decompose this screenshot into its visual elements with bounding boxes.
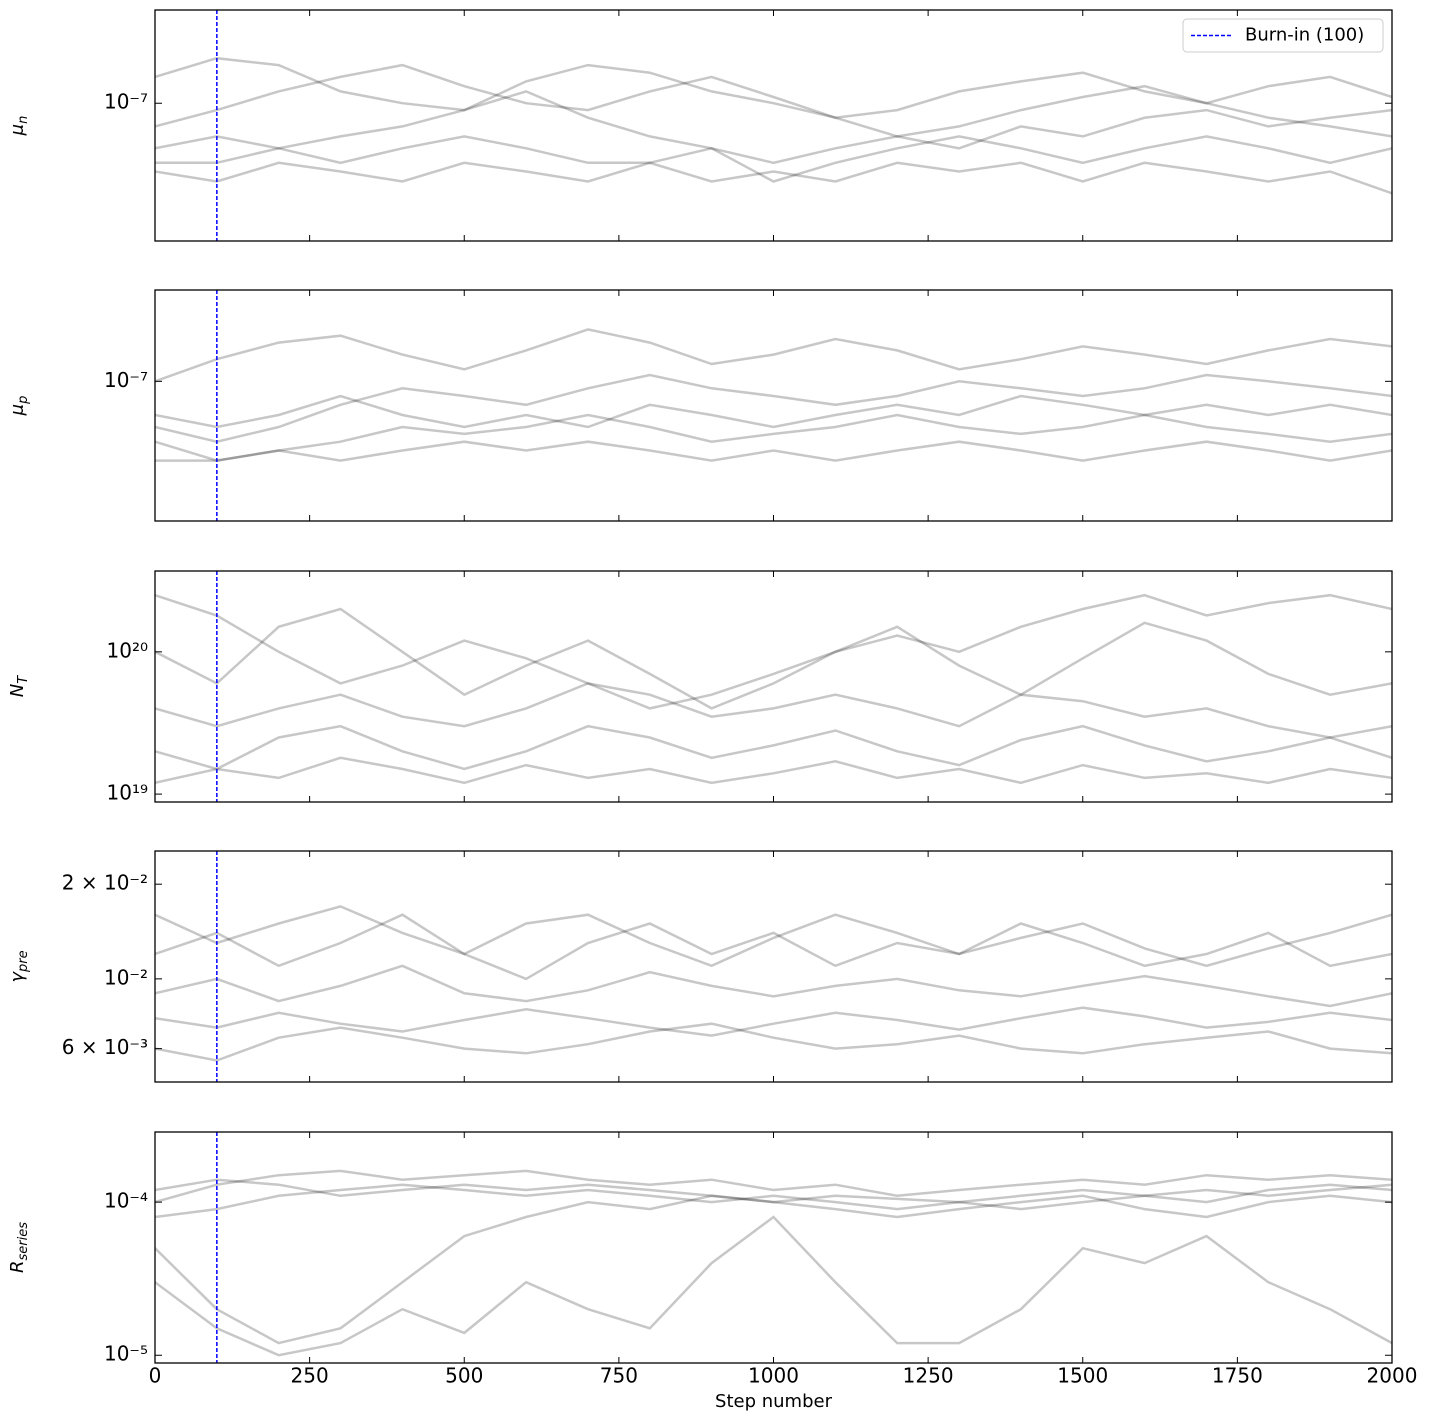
y-tick-label: 10⁻² xyxy=(104,965,148,989)
walker-trace xyxy=(155,1022,1392,1062)
x-tick-label: 1750 xyxy=(1212,1364,1263,1388)
walker-trace xyxy=(155,63,1392,128)
axes-frame xyxy=(154,570,1393,803)
x-tick-label: 2000 xyxy=(1367,1364,1418,1388)
walker-trace xyxy=(155,373,1392,443)
y-tick-label: 10²⁰ xyxy=(107,638,148,662)
walker-trace xyxy=(155,913,1392,981)
walker-trace xyxy=(155,1183,1392,1219)
x-tick-label: 500 xyxy=(445,1364,483,1388)
walker-trace xyxy=(155,905,1392,968)
walker-trace xyxy=(155,1215,1392,1357)
y-tick-label: 10⁻⁴ xyxy=(104,1189,148,1213)
walker-trace xyxy=(155,1178,1392,1211)
legend-box xyxy=(1182,18,1384,53)
y-label-subscript: pre xyxy=(16,950,31,973)
walker-trace xyxy=(155,756,1392,785)
walker-trace xyxy=(155,1006,1392,1037)
walker-trace xyxy=(155,964,1392,1008)
y-tick-label: 6 × 10⁻³ xyxy=(62,1035,148,1059)
walker-trace xyxy=(155,394,1392,429)
y-axis-label: μp xyxy=(7,396,31,417)
walker-trace xyxy=(155,1194,1392,1345)
x-tick-label: 1250 xyxy=(903,1364,954,1388)
y-tick-label: 10⁻⁷ xyxy=(104,368,148,392)
y-label-symbol: μ xyxy=(7,124,28,136)
x-tick-label: 250 xyxy=(291,1364,329,1388)
y-tick-label: 2 × 10⁻² xyxy=(62,871,148,895)
walker-trace xyxy=(155,413,1392,462)
walker-trace xyxy=(155,1169,1392,1204)
y-label-symbol: γ xyxy=(7,971,28,983)
walker-trace xyxy=(155,607,1392,710)
walker-trace xyxy=(155,724,1392,771)
y-axis-label: NT xyxy=(7,675,31,697)
walker-trace xyxy=(155,440,1392,462)
x-tick-label: 1000 xyxy=(748,1364,799,1388)
y-label-symbol: μ xyxy=(7,404,28,416)
walker-trace xyxy=(155,593,1392,710)
x-tick-label: 750 xyxy=(600,1364,638,1388)
plot-area xyxy=(155,905,1392,1062)
y-axis-label: μn xyxy=(7,116,31,137)
walker-trace xyxy=(155,161,1392,195)
x-tick-label: 0 xyxy=(149,1364,162,1388)
y-label-symbol: N xyxy=(7,684,28,697)
legend-label: Burn-in (100) xyxy=(1245,25,1364,46)
y-label-symbol: R xyxy=(7,1260,28,1273)
y-tick-label: 10⁻⁵ xyxy=(104,1342,148,1366)
plot-area xyxy=(155,593,1392,785)
x-axis-label: Step number xyxy=(715,1391,833,1412)
walker-trace xyxy=(155,328,1392,383)
plot-area xyxy=(155,1169,1392,1357)
walker-trace xyxy=(155,90,1392,165)
y-axis-label: Rseries xyxy=(7,1222,31,1273)
y-label-subscript: series xyxy=(16,1222,31,1261)
x-tick-label: 1500 xyxy=(1057,1364,1108,1388)
plot-area xyxy=(155,56,1392,195)
walker-trace xyxy=(155,56,1392,138)
y-label-subscript: n xyxy=(16,116,31,124)
plot-area xyxy=(155,328,1392,462)
walker-trace xyxy=(155,682,1392,739)
y-tick-label: 10⁻⁷ xyxy=(104,90,148,114)
y-label-subscript: T xyxy=(16,675,31,684)
walker-trace xyxy=(155,135,1392,183)
y-label-subscript: p xyxy=(16,396,31,405)
y-tick-label: 10¹⁹ xyxy=(107,781,148,805)
y-axis-label: γpre xyxy=(7,950,31,982)
